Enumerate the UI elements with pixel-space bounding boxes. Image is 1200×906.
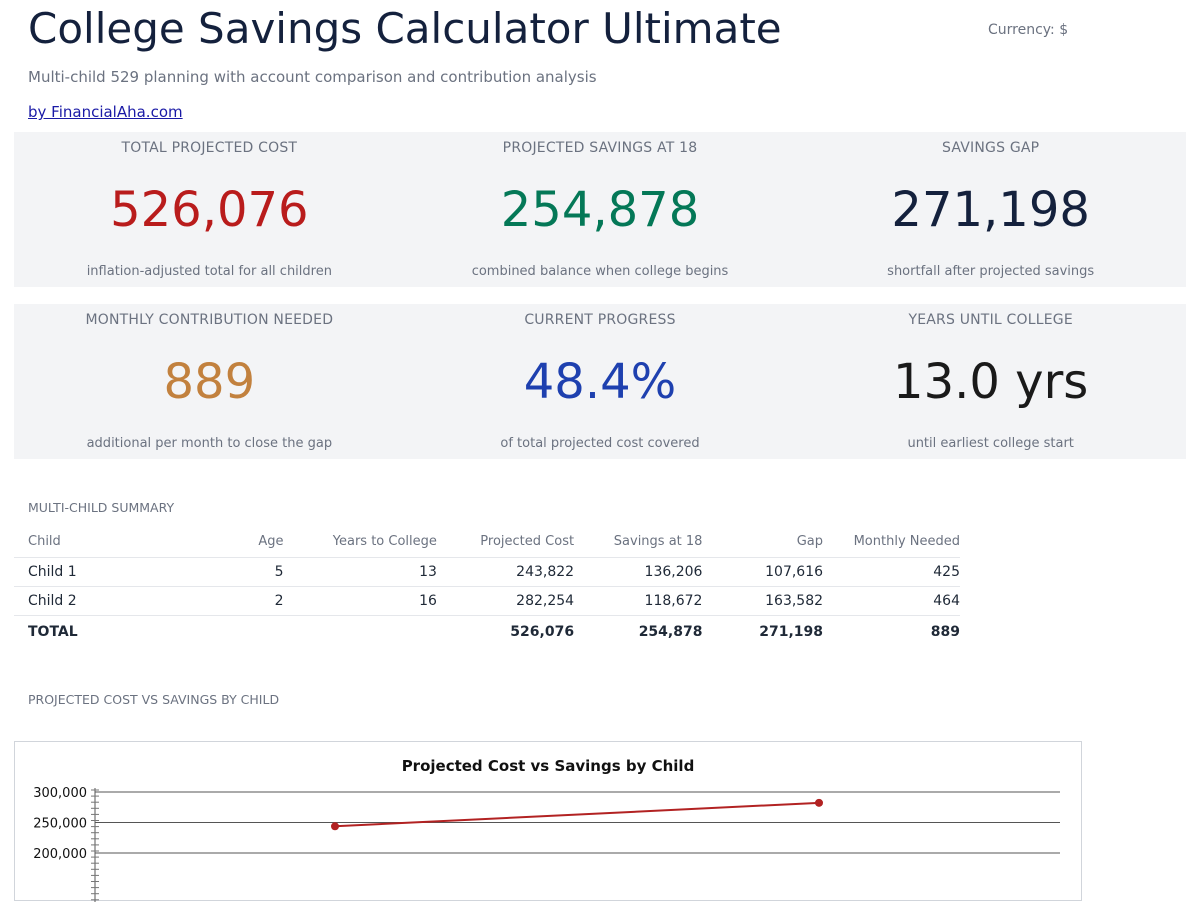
- kpi-total-projected-cost: TOTAL PROJECTED COST 526,076 inflation-a…: [14, 132, 405, 287]
- cell-gap: 107,616: [702, 557, 824, 587]
- kpi-row-2: MONTHLY CONTRIBUTION NEEDED 889 addition…: [14, 304, 1186, 459]
- kpi-caption: of total projected cost covered: [500, 436, 700, 451]
- col-header-age: Age: [175, 530, 284, 558]
- kpi-caption: additional per month to close the gap: [86, 436, 333, 451]
- kpi-value: 271,198: [891, 182, 1090, 238]
- multi-child-summary-table: Child Age Years to College Projected Cos…: [14, 530, 960, 646]
- kpi-years-until-college: YEARS UNTIL COLLEGE 13.0 yrs until earli…: [795, 304, 1186, 459]
- kpi-label: MONTHLY CONTRIBUTION NEEDED: [85, 312, 334, 328]
- table-row: Child 1 5 13 243,822 136,206 107,616 425: [14, 557, 960, 587]
- cell-savings: 118,672: [574, 586, 703, 616]
- kpi-row-1: TOTAL PROJECTED COST 526,076 inflation-a…: [14, 132, 1186, 287]
- cell-projected-cost: 243,822: [436, 557, 575, 587]
- kpi-value: 889: [163, 354, 256, 410]
- y-tick-label: 200,000: [33, 847, 87, 862]
- data-point: [815, 798, 823, 807]
- cell-total-age: [176, 616, 284, 647]
- cost-vs-savings-chart: Projected Cost vs Savings by Child 300,0…: [33, 757, 1060, 906]
- col-header-gap: Gap: [702, 530, 824, 558]
- col-header-years: Years to College: [283, 530, 437, 558]
- cell-total-label: TOTAL: [28, 624, 78, 640]
- col-header-monthly: Monthly Needed: [823, 530, 960, 558]
- currency-indicator: Currency: $: [988, 22, 1069, 38]
- kpi-savings-gap: SAVINGS GAP 271,198 shortfall after proj…: [795, 132, 1186, 287]
- kpi-label: YEARS UNTIL COLLEGE: [908, 312, 1073, 328]
- cell-age: 5: [175, 557, 284, 587]
- kpi-value: 13.0 yrs: [893, 354, 1089, 410]
- series-line: [334, 801, 820, 828]
- kpi-value: 526,076: [110, 182, 309, 238]
- kpi-value: 48.4%: [523, 354, 677, 410]
- kpi-current-progress: CURRENT PROGRESS 48.4% of total projecte…: [405, 304, 796, 459]
- kpi-label: SAVINGS GAP: [942, 140, 1040, 156]
- cell-years: 13: [283, 557, 437, 587]
- col-header-projected-cost: Projected Cost: [436, 530, 575, 558]
- kpi-caption: inflation-adjusted total for all childre…: [86, 264, 332, 279]
- cell-total-monthly: 889: [930, 624, 960, 640]
- cell-gap: 163,582: [702, 586, 824, 616]
- col-header-child: Child: [14, 530, 176, 558]
- chart-container: Projected Cost vs Savings by Child 300,0…: [14, 741, 1082, 906]
- page-subtitle: Multi-child 529 planning with account co…: [28, 68, 597, 86]
- col-header-savings: Savings at 18: [574, 530, 703, 558]
- data-point: [331, 822, 339, 831]
- cell-monthly: 464: [823, 586, 960, 616]
- summary-section-label: MULTI-CHILD SUMMARY: [28, 500, 175, 515]
- cell-total-years: [284, 616, 437, 647]
- cell-age: 2: [175, 586, 284, 616]
- kpi-value: 254,878: [500, 182, 700, 238]
- table-total-row: TOTAL 526,076 254,878 271,198 889: [14, 616, 960, 647]
- cell-child: Child 2: [14, 586, 176, 616]
- table-row: Child 2 2 16 282,254 118,672 163,582 464: [14, 586, 960, 616]
- cell-total-savings: 254,878: [638, 624, 703, 640]
- chart-title: Projected Cost vs Savings by Child: [402, 757, 695, 775]
- byline-link[interactable]: by FinancialAha.com: [28, 103, 183, 121]
- y-tick-label: 300,000: [33, 786, 87, 801]
- cell-child: Child 1: [14, 557, 176, 587]
- cell-years: 16: [283, 586, 437, 616]
- kpi-monthly-contribution: MONTHLY CONTRIBUTION NEEDED 889 addition…: [14, 304, 405, 459]
- cell-savings: 136,206: [574, 557, 703, 587]
- cell-monthly: 425: [823, 557, 960, 587]
- kpi-caption: combined balance when college begins: [471, 264, 729, 279]
- y-tick-label: 250,000: [33, 817, 87, 832]
- chart-section-label: PROJECTED COST VS SAVINGS BY CHILD: [28, 692, 280, 707]
- cell-total-projected-cost: 526,076: [510, 624, 575, 640]
- kpi-caption: until earliest college start: [907, 436, 1074, 451]
- kpi-label: CURRENT PROGRESS: [524, 312, 676, 328]
- kpi-projected-savings: PROJECTED SAVINGS AT 18 254,878 combined…: [405, 132, 796, 287]
- kpi-label: TOTAL PROJECTED COST: [121, 140, 298, 156]
- cell-total-gap: 271,198: [759, 624, 824, 640]
- cell-projected-cost: 282,254: [436, 586, 575, 616]
- kpi-caption: shortfall after projected savings: [887, 264, 1095, 279]
- table-header-row: Child Age Years to College Projected Cos…: [14, 530, 960, 558]
- page-title: College Savings Calculator Ultimate: [28, 4, 782, 53]
- kpi-label: PROJECTED SAVINGS AT 18: [502, 140, 698, 156]
